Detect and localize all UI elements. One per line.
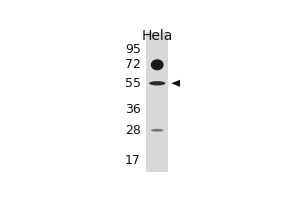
Text: 55: 55 bbox=[125, 77, 141, 90]
Ellipse shape bbox=[149, 81, 165, 85]
Text: 28: 28 bbox=[125, 124, 141, 137]
Text: 72: 72 bbox=[125, 58, 141, 71]
Text: Hela: Hela bbox=[142, 29, 173, 43]
Text: 36: 36 bbox=[125, 103, 141, 116]
Text: 95: 95 bbox=[125, 43, 141, 56]
Ellipse shape bbox=[151, 59, 164, 70]
Polygon shape bbox=[171, 80, 180, 87]
Bar bbox=[146, 32, 168, 172]
Ellipse shape bbox=[151, 129, 164, 132]
Text: 17: 17 bbox=[125, 154, 141, 167]
